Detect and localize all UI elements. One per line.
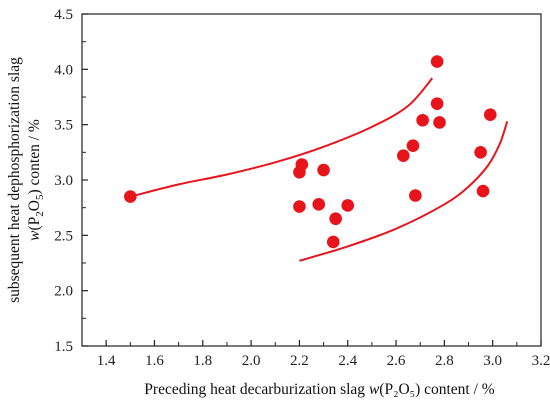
y-tick-label: 2.0 xyxy=(54,284,73,300)
data-point xyxy=(476,184,490,198)
x-tick-label: 3.2 xyxy=(532,353,550,369)
data-point xyxy=(474,146,487,159)
y-tick-label: 2.5 xyxy=(54,228,73,244)
data-point xyxy=(326,235,340,249)
x-axis-title: Preceding heat decarburization slag w(P₂… xyxy=(144,381,495,398)
y-title-sub5: 5 xyxy=(34,194,46,200)
x-title-formula: (P₂O₅) xyxy=(379,381,420,398)
y-title-sub2: 2 xyxy=(34,211,46,217)
y-tick-label: 3.5 xyxy=(54,118,73,134)
data-point xyxy=(406,139,420,152)
y-axis-title-line1: subsequent heat dephosphorization slag xyxy=(6,57,23,303)
x-title-var: w xyxy=(369,381,380,398)
y-tick-label: 4.5 xyxy=(54,7,73,23)
x-tick-label: 2.8 xyxy=(435,353,454,369)
y-title-var: w xyxy=(26,230,43,241)
y-axis-title-line2: w(P2O5) conten / % xyxy=(26,119,46,241)
x-tick-label: 2.6 xyxy=(387,353,406,369)
data-point xyxy=(416,113,429,127)
y-tick-label: 4.0 xyxy=(54,62,73,78)
y-tick-label: 3.0 xyxy=(54,173,73,189)
data-point xyxy=(397,149,410,162)
plot-area-frame xyxy=(81,13,542,347)
data-point xyxy=(293,200,306,213)
x-tick-label: 1.8 xyxy=(193,353,212,369)
data-point xyxy=(430,97,444,110)
x-tick-label: 2.2 xyxy=(290,353,309,369)
data-point xyxy=(483,108,497,122)
data-point xyxy=(317,163,330,177)
fit-curves xyxy=(130,77,509,262)
data-point xyxy=(124,190,137,203)
data-points xyxy=(124,55,497,249)
data-point xyxy=(409,189,422,202)
x-tick-label: 1.4 xyxy=(97,353,116,369)
data-point xyxy=(433,116,446,129)
x-tick-label: 2.4 xyxy=(338,353,357,369)
upper-fit-curve xyxy=(130,77,434,198)
x-tick-label: 2.0 xyxy=(242,353,261,369)
x-tick-label: 1.6 xyxy=(145,353,164,369)
axis-ticks: 1.4 1.6 1.8 2.0 2.2 2.4 2.6 2.8 3.0 3.2 1.5 2.0 2.5 3… xyxy=(54,7,550,369)
x-tick-label: 3.0 xyxy=(483,353,502,369)
x-title-prefix: Preceding heat decarburization slag xyxy=(144,381,369,398)
y-tick-label: 1.5 xyxy=(54,339,73,355)
lower-fit-curve xyxy=(299,120,509,262)
data-point xyxy=(430,55,444,68)
data-point xyxy=(295,158,309,171)
x-title-suffix: content / % xyxy=(420,381,495,398)
data-point xyxy=(329,212,342,226)
data-point xyxy=(312,198,326,211)
data-point xyxy=(341,199,355,212)
